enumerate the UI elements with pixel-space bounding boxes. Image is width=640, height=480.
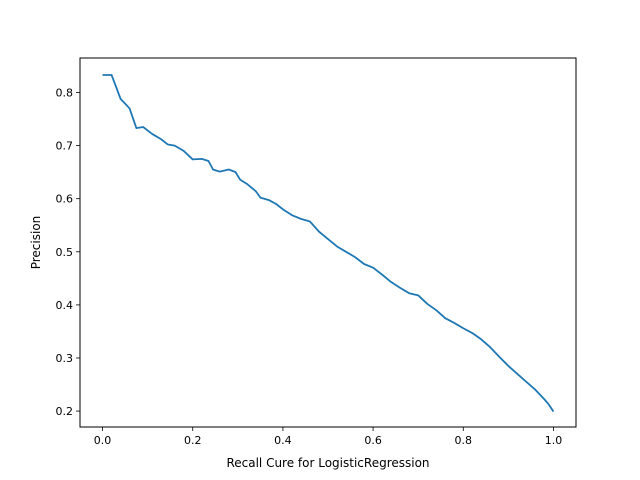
series-line-0 bbox=[102, 74, 555, 413]
x-tick-label: 0.2 bbox=[184, 434, 202, 447]
x-tick-label: 1.0 bbox=[545, 434, 563, 447]
axes-frame bbox=[79, 57, 577, 428]
y-tick-label: 0.2 bbox=[56, 405, 74, 418]
y-tick-label: 0.7 bbox=[56, 140, 74, 153]
y-tick-label: 0.6 bbox=[56, 193, 74, 206]
y-tick-label: 0.5 bbox=[56, 246, 74, 259]
y-axis-ticks: 0.2 0.3 0.4 0.5 0.6 0.7 0.8 bbox=[56, 87, 80, 418]
x-tick-label: 0.8 bbox=[455, 434, 473, 447]
y-tick-label: 0.8 bbox=[56, 87, 74, 100]
y-tick-label: 0.4 bbox=[56, 299, 74, 312]
x-tick-label: 0.0 bbox=[94, 434, 112, 447]
plot-area bbox=[102, 74, 555, 413]
y-tick-label: 0.3 bbox=[56, 352, 74, 365]
x-axis-label: Recall Cure for LogisticRegression bbox=[226, 456, 429, 470]
x-tick-label: 0.4 bbox=[274, 434, 292, 447]
x-axis-ticks: 0.0 0.2 0.4 0.6 0.8 1.0 bbox=[94, 427, 562, 447]
y-axis-label: Precision bbox=[29, 216, 43, 270]
x-tick-label: 0.6 bbox=[364, 434, 382, 447]
